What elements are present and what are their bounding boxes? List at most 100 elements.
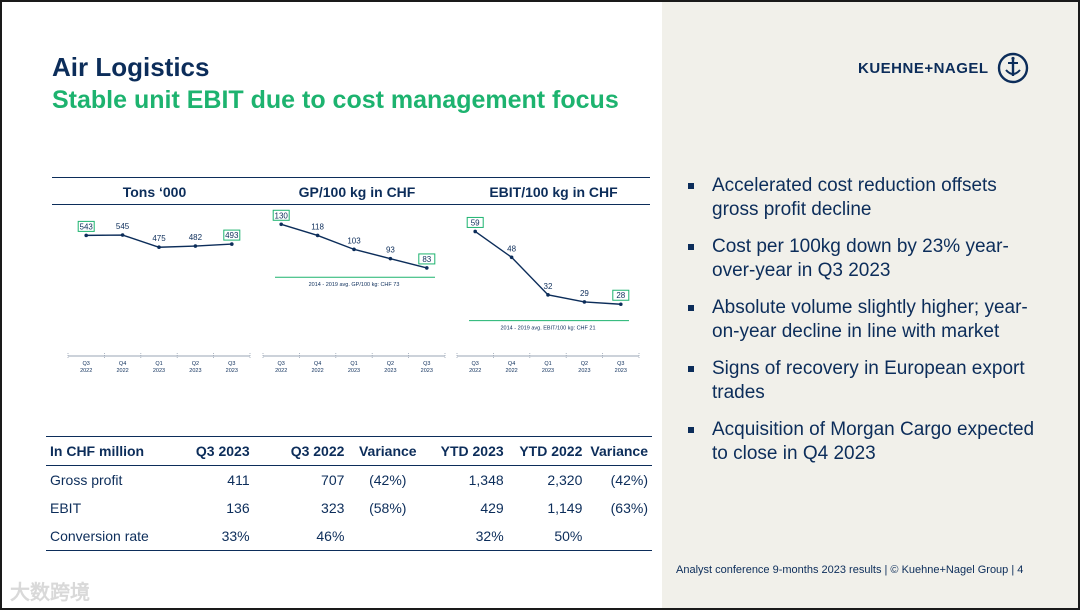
data-point <box>425 266 429 270</box>
table-cell: Gross profit <box>50 472 123 488</box>
data-point <box>619 302 623 307</box>
table-cell: (42%) <box>610 472 648 488</box>
data-label: 48 <box>507 244 516 253</box>
table-row: Conversion rate 33% 46% 32% 50% <box>46 522 652 551</box>
column-header: YTD 2022 <box>507 436 587 466</box>
column-header: Q3 2023 <box>178 436 254 466</box>
data-label-box <box>77 220 95 232</box>
tick-label: 2023 <box>421 368 433 374</box>
bullet-square-icon <box>688 366 694 372</box>
table-row: EBIT 136 323 (58%) 429 1,149 (63%) <box>46 494 652 522</box>
tick-label: 2022 <box>311 368 323 374</box>
tick-label: 2023 <box>153 368 165 374</box>
data-label: 29 <box>580 289 589 298</box>
data-point <box>473 229 478 234</box>
data-point <box>193 244 198 248</box>
bullet-text: Acquisition of Morgan Cargo expected to … <box>712 419 1035 464</box>
chart-title-gp: GP/100 kg in CHF <box>298 184 416 200</box>
tick-label: Q2 <box>581 361 588 367</box>
tick-label: Q1 <box>544 361 551 367</box>
tick-label: 2022 <box>275 368 287 374</box>
data-label-box <box>612 289 630 301</box>
data-label-box <box>272 209 290 221</box>
table-header-row: In CHF million Q3 2023 Q3 2022 Variance … <box>46 436 652 466</box>
data-label: 83 <box>422 255 431 264</box>
data-point <box>509 255 514 260</box>
bullet-square-icon <box>688 244 694 250</box>
tick-label: 2023 <box>384 368 396 374</box>
table-cell: 33% <box>178 522 254 551</box>
data-label: 59 <box>471 218 480 227</box>
data-label: 493 <box>225 231 239 240</box>
table-cell: 32% <box>427 522 508 551</box>
bullet-item: Acquisition of Morgan Cargo expected to … <box>686 418 1046 466</box>
table-cell: (63%) <box>610 500 648 516</box>
tick-label: Q3 <box>423 361 430 367</box>
data-label: 130 <box>275 211 289 220</box>
tick-label: 2022 <box>505 368 517 374</box>
tick-label: 2023 <box>189 368 201 374</box>
bullet-item: Accelerated cost reduction offsets gross… <box>686 174 1046 222</box>
column-header: In CHF million <box>46 436 179 466</box>
company-logo: KUEHNE+NAGEL <box>858 52 1029 84</box>
bullet-item: Signs of recovery in European export tra… <box>686 357 1046 405</box>
watermark: 大数跨境 <box>10 582 90 604</box>
tick-label: 2023 <box>226 368 238 374</box>
data-point <box>279 222 284 227</box>
tick-label: 2023 <box>578 368 590 374</box>
data-point <box>388 256 393 261</box>
data-label: 543 <box>80 222 94 231</box>
key-points-list: Accelerated cost reduction offsets gross… <box>686 174 1046 479</box>
chart-header-bottom-rule <box>52 204 650 205</box>
tick-label: Q2 <box>387 361 394 367</box>
data-point <box>546 293 550 297</box>
tick-label: Q3 <box>228 361 235 367</box>
tick-label: 2022 <box>116 368 128 374</box>
right-panel <box>662 0 1080 610</box>
average-line-label: 2014 - 2019 avg. GP/100 kg: CHF 73 <box>309 282 400 288</box>
tick-label: 2022 <box>80 368 92 374</box>
column-header: YTD 2023 <box>427 436 508 466</box>
bullet-text: Cost per 100kg down by 23% year-over-yea… <box>712 236 1009 281</box>
bullet-square-icon <box>688 305 694 311</box>
footer-text: Analyst conference 9-months 2023 results… <box>676 564 1024 576</box>
table-cell: 46% <box>253 522 349 551</box>
data-label-box <box>418 253 436 265</box>
tick-label: Q2 <box>192 361 199 367</box>
table-row: Gross profit 411 707 (42%) 1,348 2,320 (… <box>46 466 652 495</box>
table-cell: 323 <box>321 500 345 516</box>
table-cell: 136 <box>226 500 250 516</box>
column-header: Variance <box>348 436 428 466</box>
logo-text: KUEHNE+NAGEL <box>858 59 989 77</box>
chart-title-tons: Tons ‘000 <box>122 184 187 200</box>
table-cell: 1,149 <box>547 500 583 516</box>
data-label: 482 <box>189 233 203 242</box>
table-cell: 2,320 <box>547 472 583 488</box>
data-label: 93 <box>386 246 395 255</box>
data-point <box>582 300 587 304</box>
data-label: 28 <box>616 291 625 300</box>
financials-table: In CHF million Q3 2023 Q3 2022 Variance … <box>46 436 652 551</box>
series-line <box>280 223 427 269</box>
tick-label: Q3 <box>617 361 624 367</box>
table-cell: (42%) <box>369 472 407 488</box>
data-label: 118 <box>311 222 324 231</box>
bullet-item: Absolute volume slightly higher; year-on… <box>686 296 1046 344</box>
chart-title-ebit: EBIT/100 kg in CHF <box>489 184 618 200</box>
page-title: Air Logistics <box>52 52 210 82</box>
data-point <box>157 245 161 250</box>
data-label: 32 <box>544 282 553 291</box>
data-label: 545 <box>116 222 130 231</box>
tick-label: Q3 <box>278 361 285 367</box>
column-header: Variance <box>586 436 652 466</box>
data-point <box>315 233 320 238</box>
bullet-text: Signs of recovery in European export tra… <box>712 358 1025 403</box>
data-point <box>352 247 356 252</box>
tick-label: 2023 <box>348 368 360 374</box>
table-cell: Conversion rate <box>46 522 179 551</box>
tick-label: 2023 <box>615 368 627 374</box>
tick-label: 2023 <box>542 368 554 374</box>
table-cell: (58%) <box>369 500 407 516</box>
table-cell: 411 <box>227 472 250 488</box>
